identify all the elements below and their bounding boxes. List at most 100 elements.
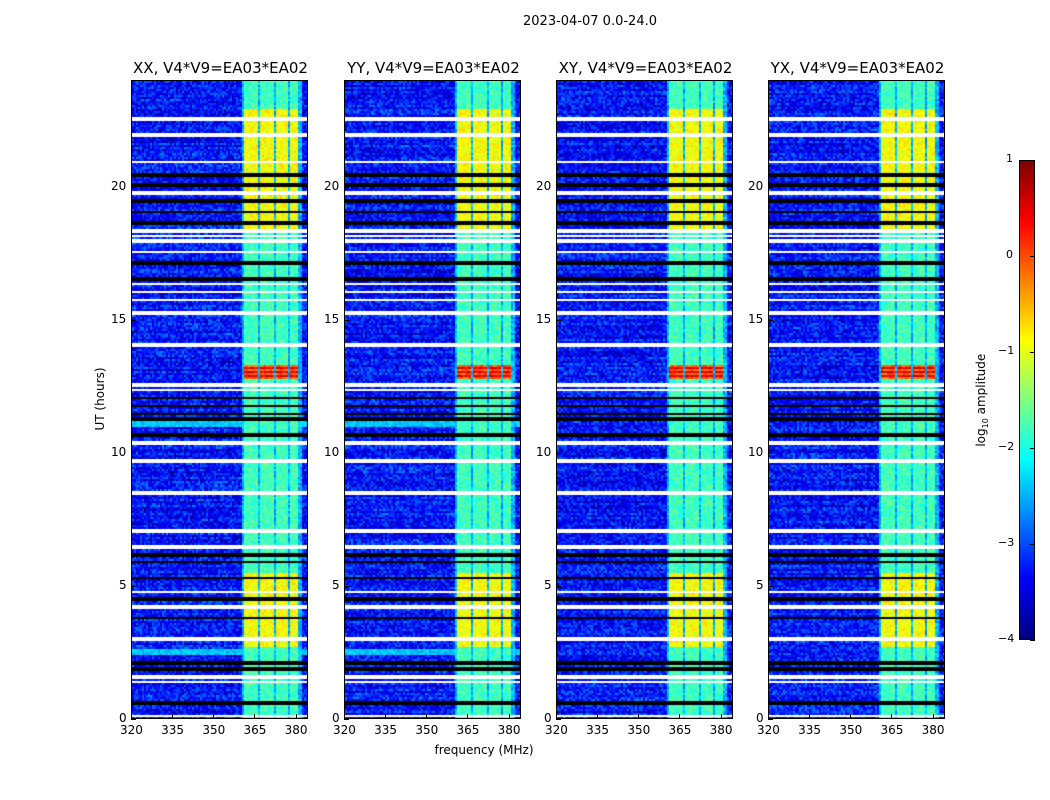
- y-tick: [556, 585, 561, 587]
- colorbar-tick-label: −2: [998, 440, 1015, 453]
- y-tick-label: 5: [756, 577, 764, 592]
- y-tick: [344, 452, 349, 454]
- y-tick: [131, 319, 136, 321]
- colorbar-tick-label: −1: [998, 344, 1015, 357]
- y-tick: [768, 452, 773, 454]
- y-tick-label: 20: [536, 178, 552, 193]
- x-tick-label: 350: [627, 723, 651, 737]
- y-tick-label: 15: [536, 311, 552, 326]
- y-tick: [556, 319, 561, 321]
- panel-title: YY, V4*V9=EA03*EA02: [347, 59, 520, 77]
- y-tick: [556, 719, 561, 720]
- y-tick-label: 5: [544, 577, 552, 592]
- panel-title: XX, V4*V9=EA03*EA02: [133, 59, 308, 77]
- colorbar-tick-label: −3: [998, 536, 1015, 549]
- x-tick-label: 335: [161, 723, 185, 737]
- y-tick: [768, 319, 773, 321]
- y-tick: [131, 186, 136, 188]
- panel-title: XY, V4*V9=EA03*EA02: [558, 59, 733, 77]
- heatmap-panel: YY, V4*V9=EA03*EA02: [344, 59, 521, 719]
- x-tick-label: 335: [586, 723, 610, 737]
- y-tick: [556, 452, 561, 454]
- x-tick: [344, 714, 345, 719]
- y-tick-label: 10: [536, 444, 552, 459]
- y-tick: [131, 452, 136, 454]
- colorbar: [1019, 160, 1035, 640]
- y-tick: [768, 585, 773, 587]
- y-tick-label: 5: [119, 577, 127, 592]
- x-tick: [385, 714, 387, 719]
- y-tick-label: 5: [332, 577, 340, 592]
- x-tick: [597, 714, 599, 719]
- x-tick: [426, 714, 428, 719]
- x-tick: [768, 714, 769, 719]
- colorbar-tick: [1030, 544, 1035, 545]
- y-tick: [768, 186, 773, 188]
- y-tick-label: 15: [324, 311, 340, 326]
- y-tick: [131, 585, 136, 587]
- colorbar-tick-label: 0: [1006, 248, 1013, 261]
- heatmap-image: [769, 81, 944, 718]
- x-tick-label: 380: [921, 723, 945, 737]
- y-tick: [131, 719, 136, 720]
- heatmap-panel: XY, V4*V9=EA03*EA02: [556, 59, 733, 719]
- x-tick-label: 380: [284, 723, 308, 737]
- x-tick: [891, 714, 893, 719]
- x-tick: [638, 714, 640, 719]
- x-tick-label: 380: [497, 723, 521, 737]
- chart-title: 2023-04-07 0.0-24.0: [523, 14, 657, 29]
- x-tick-label: 350: [415, 723, 439, 737]
- colorbar-tick-label: 1: [1006, 152, 1013, 165]
- x-tick: [679, 714, 681, 719]
- x-tick: [131, 714, 132, 719]
- x-tick: [467, 714, 469, 719]
- y-tick: [344, 585, 349, 587]
- heatmap-panel: YX, V4*V9=EA03*EA02: [768, 59, 945, 719]
- x-tick-label: 320: [545, 723, 568, 737]
- colorbar-tick: [1030, 160, 1035, 161]
- x-tick: [254, 714, 256, 719]
- x-tick-label: 320: [120, 723, 143, 737]
- y-tick-label: 0: [544, 711, 552, 725]
- x-tick-label: 365: [456, 723, 480, 737]
- x-tick-label: 365: [880, 723, 904, 737]
- x-tick: [213, 714, 215, 719]
- x-tick: [932, 714, 934, 719]
- y-tick: [556, 186, 561, 188]
- x-tick-label: 365: [668, 723, 692, 737]
- heatmap-image: [132, 81, 307, 718]
- y-tick-label: 15: [111, 311, 127, 326]
- y-axis-label: UT (hours): [93, 367, 107, 431]
- x-tick-label: 335: [798, 723, 822, 737]
- y-tick: [344, 186, 349, 188]
- x-tick-label: 320: [757, 723, 780, 737]
- y-tick: [344, 719, 349, 720]
- x-tick: [508, 714, 510, 719]
- y-tick: [344, 319, 349, 321]
- heatmap-image: [557, 81, 732, 718]
- x-tick-label: 380: [709, 723, 733, 737]
- x-tick-label: 350: [202, 723, 226, 737]
- y-tick-label: 20: [748, 178, 764, 193]
- y-tick-label: 20: [324, 178, 340, 193]
- y-tick-label: 10: [111, 444, 127, 459]
- y-tick-label: 10: [748, 444, 764, 459]
- x-axis-label: frequency (MHz): [434, 743, 534, 757]
- colorbar-label: log10 amplitude: [973, 353, 991, 447]
- y-tick: [768, 719, 773, 720]
- colorbar-tick: [1030, 256, 1035, 257]
- colorbar-tick-label: −4: [998, 632, 1015, 645]
- y-tick-label: 0: [119, 711, 127, 725]
- colorbar-tick: [1030, 640, 1035, 641]
- x-tick-label: 365: [243, 723, 267, 737]
- panel-title: YX, V4*V9=EA03*EA02: [770, 59, 945, 77]
- x-tick: [556, 714, 557, 719]
- y-tick-label: 10: [324, 444, 340, 459]
- x-tick: [720, 714, 722, 719]
- colorbar-tick: [1030, 352, 1035, 353]
- x-tick: [295, 714, 297, 719]
- x-tick: [172, 714, 174, 719]
- colorbar-tick: [1030, 448, 1035, 449]
- x-tick-label: 335: [374, 723, 398, 737]
